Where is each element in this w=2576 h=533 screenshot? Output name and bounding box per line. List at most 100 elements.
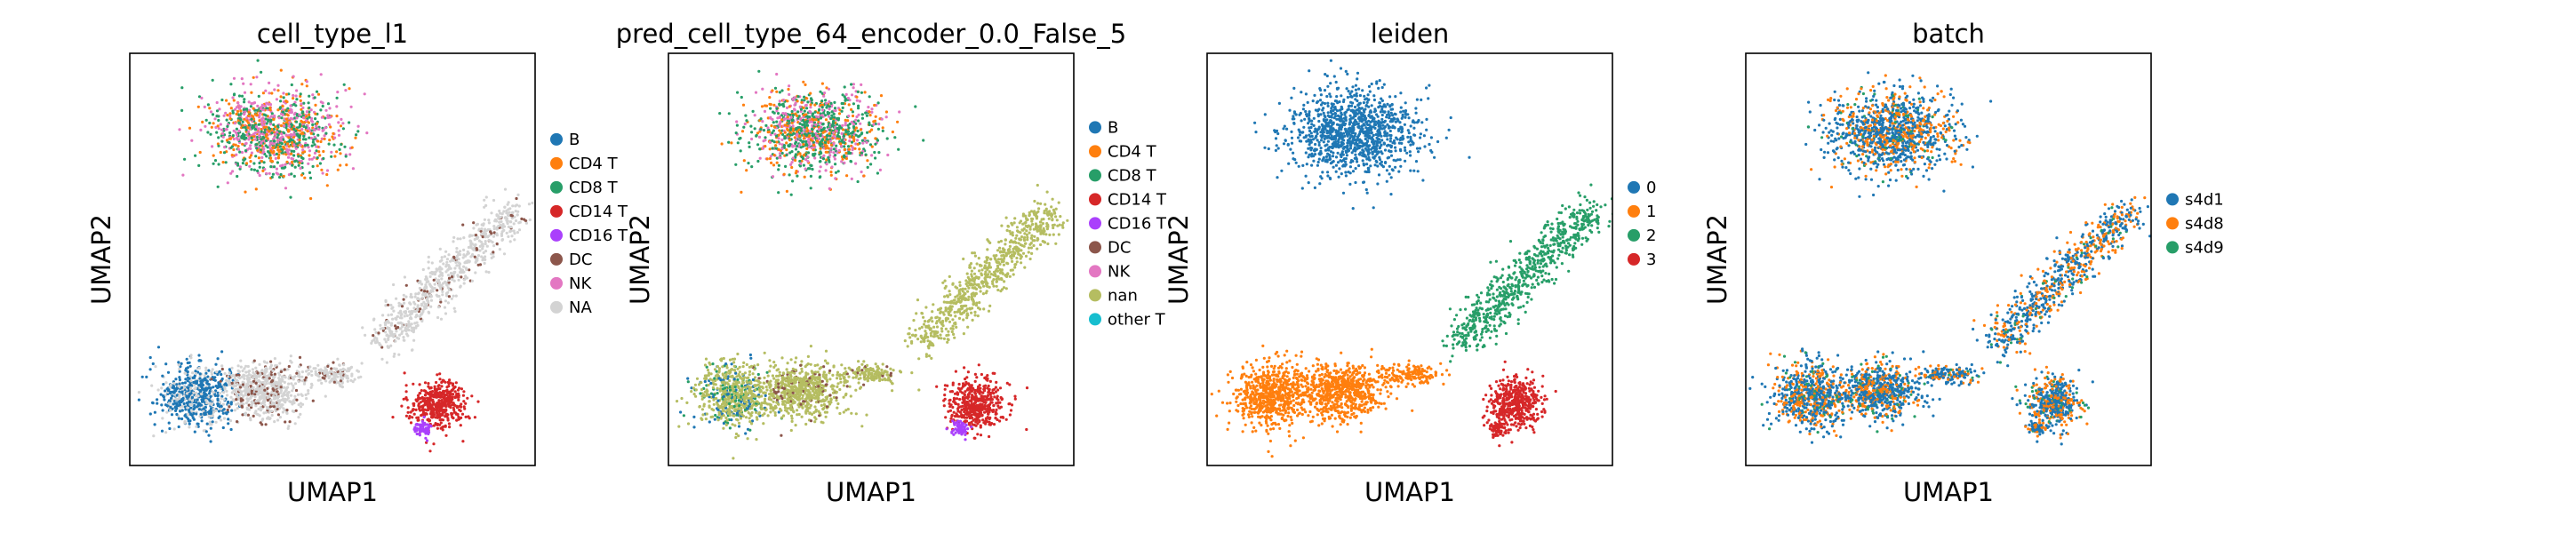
scatter-point (830, 123, 834, 128)
scatter-point (208, 399, 212, 402)
scatter-point (299, 143, 302, 147)
scatter-point (251, 386, 254, 390)
scatter-point (287, 364, 291, 369)
scatter-point (492, 235, 496, 238)
scatter-point (219, 123, 222, 126)
scatter-point (340, 143, 343, 147)
scatter-point (512, 222, 516, 226)
scatter-point (431, 401, 435, 404)
scatter-point (273, 420, 276, 424)
legend-label: NK (569, 274, 592, 293)
scatter-point (860, 139, 865, 142)
scatter-point (389, 344, 393, 347)
scatter-point (403, 314, 406, 318)
scatter-point (289, 104, 292, 107)
scatter-point (213, 159, 218, 163)
scatter-point (249, 144, 252, 147)
scatter-point (233, 122, 236, 125)
scatter-point (451, 278, 454, 282)
scatter-point (380, 357, 384, 361)
scatter-point (350, 146, 354, 149)
scatter-point (395, 297, 398, 300)
scatter-point (858, 147, 861, 151)
legend-marker (550, 300, 563, 314)
scatter-point (284, 163, 287, 166)
scatter-point (420, 419, 424, 423)
scatter-point (254, 387, 258, 391)
scatter-point (444, 312, 448, 315)
scatter-point (393, 352, 396, 356)
scatter-point (769, 155, 772, 158)
scatter-point (742, 125, 746, 129)
legend-marker (550, 276, 563, 290)
scatter-point (270, 131, 274, 135)
scatter-point (734, 131, 738, 135)
scatter-point (762, 129, 766, 132)
scatter-point (866, 159, 869, 163)
legend-label: CD14 T (569, 203, 628, 221)
scatter-point (241, 123, 244, 127)
scatter-point (272, 146, 276, 149)
scatter-point (289, 400, 292, 403)
scatter-point (818, 137, 821, 141)
scatter-point (268, 127, 271, 131)
scatter-point (441, 290, 444, 293)
scatter-point (803, 109, 806, 113)
scatter-point (439, 421, 443, 425)
scatter-point (213, 117, 217, 121)
scatter-point (789, 115, 793, 119)
scatter-point (461, 394, 466, 397)
scatter-point (750, 137, 754, 141)
scatter-point (438, 247, 442, 251)
scatter-point (242, 107, 245, 111)
scatter-point (282, 174, 285, 178)
scatter-point (251, 368, 254, 371)
scatter-point (509, 226, 513, 229)
scatter-point (383, 338, 387, 341)
scatter-point (449, 395, 452, 399)
scatter-point (407, 329, 411, 332)
scatter-point (318, 154, 322, 157)
scatter-point (492, 225, 496, 228)
scatter-point (862, 147, 866, 151)
scatter-point (372, 338, 376, 342)
scatter-point (462, 265, 466, 268)
scatter-point (229, 146, 233, 149)
scatter-point (484, 195, 488, 199)
scatter-point (224, 161, 228, 164)
scatter-point (300, 83, 304, 86)
scatter-point (299, 166, 302, 170)
scatter-point (225, 99, 228, 102)
scatter-point (256, 393, 260, 396)
scatter-point (814, 118, 818, 122)
scatter-point (516, 210, 520, 213)
scatter-point (460, 275, 463, 279)
scatter-point (241, 398, 244, 402)
scatter-point (834, 177, 837, 180)
scatter-point (228, 405, 231, 409)
scatter-point (316, 127, 320, 131)
scatter-point (293, 165, 297, 169)
scatter-point (324, 126, 328, 130)
scatter-point (408, 415, 412, 418)
scatter-point (273, 402, 276, 405)
scatter-point (137, 398, 140, 402)
scatter-point (459, 237, 462, 241)
scatter-point (263, 120, 267, 124)
scatter-point (239, 365, 243, 369)
scatter-point (224, 382, 228, 386)
scatter-point (220, 139, 224, 143)
scatter-point (287, 425, 291, 428)
scatter-point (769, 115, 772, 119)
scatter-point (385, 361, 388, 364)
scatter-point (498, 220, 501, 224)
scatter-point (846, 119, 850, 123)
scatter-point (827, 141, 830, 145)
scatter-point (500, 238, 504, 242)
scatter-point (246, 413, 250, 417)
scatter-point (244, 402, 249, 405)
scatter-point (400, 331, 404, 336)
scatter-point (475, 247, 478, 251)
scatter-point (180, 381, 185, 385)
scatter-point (834, 154, 837, 157)
